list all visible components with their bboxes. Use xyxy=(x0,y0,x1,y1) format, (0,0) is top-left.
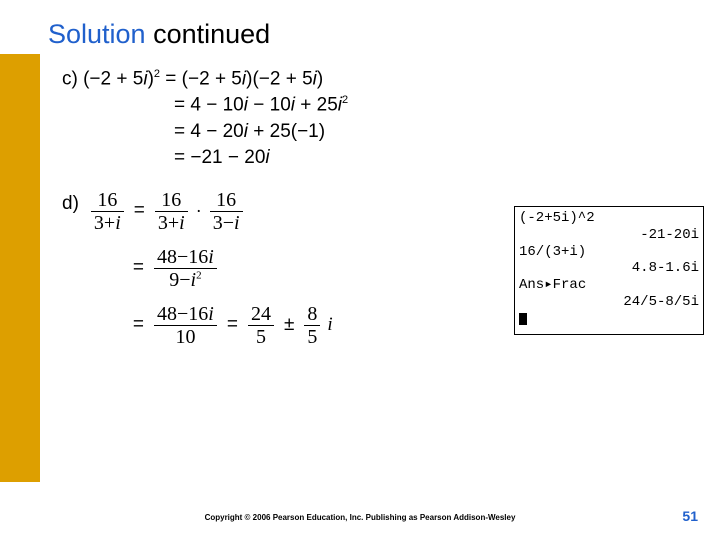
slide-title: Solution continued xyxy=(48,20,720,50)
equals-sign: = xyxy=(227,314,238,336)
d-r1-f2: 16 3+i xyxy=(155,189,188,234)
d-r1-f2d: 3+i xyxy=(155,212,188,234)
d-r3-f2d: 5 xyxy=(253,326,269,348)
c-l2-b: − 10 xyxy=(248,95,291,116)
d-equations: 16 3+i = 16 3+i · 16 3−i xyxy=(87,189,333,348)
c-l4-i: i xyxy=(265,147,269,168)
plus-minus: ± xyxy=(284,314,294,336)
c-l3-b: + 25(−1) xyxy=(248,121,325,142)
c-label: c) xyxy=(62,68,78,89)
copyright-text: Copyright © 2006 Pearson Education, Inc.… xyxy=(0,513,720,522)
title-solution: Solution xyxy=(48,19,146,49)
c-l3-a: = 4 − 20 xyxy=(174,121,244,142)
c-line1: c) (−2 + 5i)2 = (−2 + 5i)(−2 + 5i) xyxy=(62,68,702,90)
calc-r1: -21-20i xyxy=(640,227,699,244)
calc-row2r: 4.8-1.6i xyxy=(519,260,699,277)
d-r2-den: 9−i2 xyxy=(166,269,204,291)
equals-sign: = xyxy=(133,257,144,279)
d-r3-f1n: 48−16i xyxy=(154,303,217,325)
c-line4: = −21 − 20i xyxy=(62,147,702,169)
d-r1-f2n: 16 xyxy=(158,189,184,211)
dot-multiply: · xyxy=(196,201,202,222)
d-r2-num: 48−16i xyxy=(154,246,217,268)
calc-row3: Ans▸Frac xyxy=(519,277,699,294)
calculator-screen: (-2+5i)^2 -21-20i 16/(3+i) 4.8-1.6i Ans▸… xyxy=(514,206,704,335)
c-line2: = 4 − 10i − 10i + 25i2 xyxy=(62,94,702,116)
d-row3: = 48−16i 10 = 24 5 ± 8 xyxy=(87,303,333,348)
d-r1-f1: 16 3+i xyxy=(91,189,124,234)
d-r3-f1: 48−16i 10 xyxy=(154,303,217,348)
d-r3-f3n: 8 xyxy=(304,303,320,325)
d-r1-f3: 16 3−i xyxy=(210,189,243,234)
title-region: Solution continued xyxy=(0,0,720,50)
c-l2-a: = 4 − 10 xyxy=(174,95,244,116)
calc-row1r: -21-20i xyxy=(519,227,699,244)
page-number: 51 xyxy=(682,508,698,524)
part-c: c) (−2 + 5i)2 = (−2 + 5i)(−2 + 5i) = 4 −… xyxy=(62,68,702,169)
c-l1-a: (−2 + 5 xyxy=(83,68,143,89)
calc-row2: 16/(3+i) xyxy=(519,244,699,261)
calc-r2: 4.8-1.6i xyxy=(632,260,699,277)
d-r1-f1n: 16 xyxy=(94,189,120,211)
calc-l3: Ans▸Frac xyxy=(519,277,586,294)
c-l1-i1: i xyxy=(143,68,147,89)
calc-row3r: 24/5-8/5i xyxy=(519,294,699,311)
d-r2-f: 48−16i 9−i2 xyxy=(154,246,217,291)
c-l2-c: + 25 xyxy=(295,95,338,116)
c-l4-a: = −21 − 20 xyxy=(174,147,265,168)
cursor-icon xyxy=(519,313,527,325)
c-l1-b: = (−2 + 5 xyxy=(160,68,242,89)
d-row2: = 48−16i 9−i2 xyxy=(87,246,333,291)
d-r1-f3n: 16 xyxy=(213,189,239,211)
calc-row1: (-2+5i)^2 xyxy=(519,210,699,227)
slide: Solution continued c) (−2 + 5i)2 = (−2 +… xyxy=(0,0,720,540)
d-r3-f2: 24 5 xyxy=(248,303,274,348)
left-accent-bar xyxy=(0,54,40,482)
equals-sign: = xyxy=(134,200,145,222)
calc-r3: 24/5-8/5i xyxy=(623,294,699,311)
d-r3-f3d: 5 xyxy=(304,326,320,348)
equals-sign: = xyxy=(133,314,144,336)
d-r3-f1d: 10 xyxy=(172,326,198,348)
d-r1-f3d: 3−i xyxy=(210,212,243,234)
calc-cursor xyxy=(519,311,699,331)
d-r3-f3: 8 5 xyxy=(304,303,320,348)
c-l1-d: ) xyxy=(317,68,323,89)
title-continued: continued xyxy=(146,19,271,49)
c-l2-exp: 2 xyxy=(342,94,348,106)
c-l1-c: )(−2 + 5 xyxy=(246,68,313,89)
d-r3-tail-i: i xyxy=(327,314,332,336)
calc-l2: 16/(3+i) xyxy=(519,244,586,261)
c-line3: = 4 − 20i + 25(−1) xyxy=(62,121,702,143)
d-r3-f2n: 24 xyxy=(248,303,274,325)
d-r1-f1d: 3+i xyxy=(91,212,124,234)
d-row1: 16 3+i = 16 3+i · 16 3−i xyxy=(87,189,333,234)
calc-l1: (-2+5i)^2 xyxy=(519,210,595,227)
d-label: d) xyxy=(62,189,79,215)
